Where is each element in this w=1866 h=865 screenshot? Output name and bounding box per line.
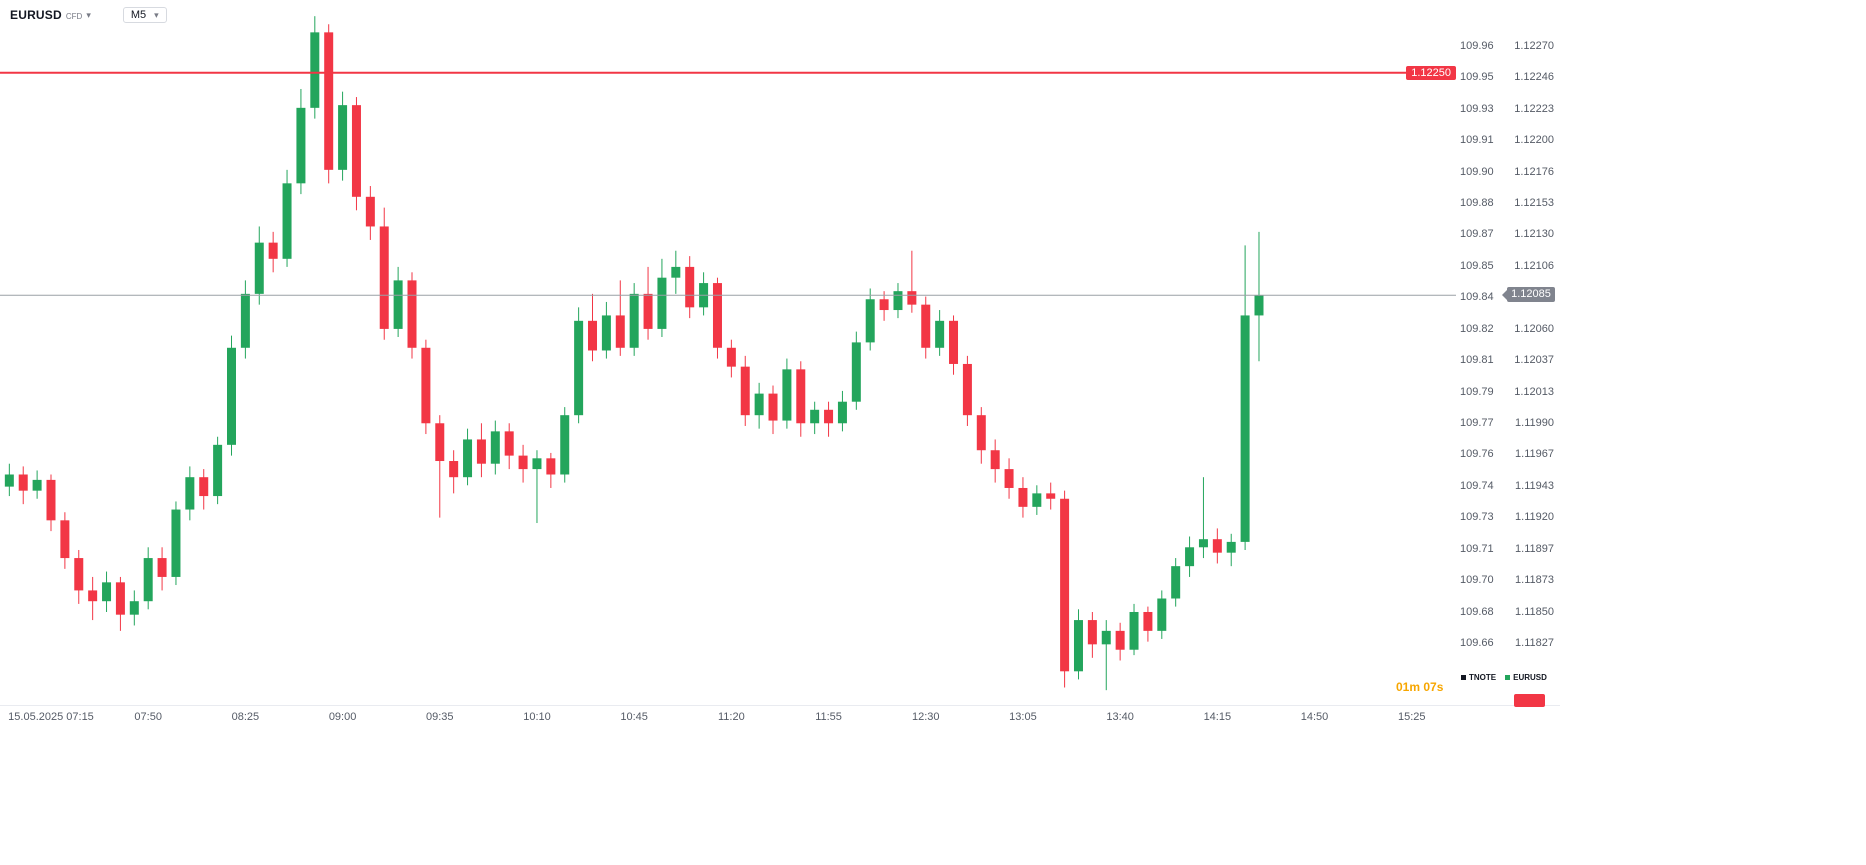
- tnote-price-tick: 109.95: [1460, 71, 1494, 84]
- eurusd-price-tick: 1.12223: [1514, 102, 1554, 115]
- symbol-selector[interactable]: EURUSD: [10, 8, 62, 22]
- tnote-price-tick: 109.96: [1460, 39, 1494, 52]
- price-scale-row: 109.74 1.11943: [1460, 479, 1555, 493]
- eurusd-price-tick: 1.11943: [1515, 479, 1554, 492]
- price-scale-row: 109.95 1.12246: [1460, 70, 1555, 84]
- time-axis-label: 09:00: [328, 711, 357, 723]
- eurusd-series-swatch-icon: [1505, 675, 1511, 680]
- price-scale-row: 109.73 1.11920: [1460, 510, 1555, 524]
- chevron-down-icon: ▾: [154, 9, 159, 20]
- tnote-price-tick: 109.73: [1460, 511, 1494, 524]
- eurusd-price-tick: 1.11920: [1515, 511, 1554, 524]
- price-scale-row: 109.66 1.11827: [1460, 636, 1555, 650]
- price-scale-row: 109.82 1.12060: [1460, 322, 1555, 336]
- time-axis-label: 13:05: [1009, 711, 1037, 723]
- tnote-price-tick: 109.81: [1460, 354, 1494, 367]
- time-axis-label: 11:20: [718, 711, 745, 723]
- eurusd-price-tick: 1.12060: [1514, 322, 1554, 335]
- tnote-price-tick: 109.91: [1460, 134, 1494, 147]
- price-scale-row: 109.76 1.11967: [1460, 447, 1555, 461]
- tnote-price-tick: 109.84: [1460, 291, 1494, 304]
- price-scale-row: 109.68 1.11850: [1460, 605, 1555, 619]
- legend-item-eurusd[interactable]: EURUSD: [1505, 673, 1547, 682]
- tnote-price-tick: 109.85: [1460, 259, 1494, 272]
- time-axis-label: 11:55: [815, 711, 842, 723]
- tnote-price-tick: 109.68: [1460, 605, 1494, 618]
- time-axis-label: 13:40: [1106, 711, 1134, 723]
- tnote-price-tick: 109.88: [1460, 196, 1494, 209]
- timeframe-value: M5: [130, 9, 147, 21]
- eurusd-price-tick: 1.12106: [1514, 259, 1554, 272]
- tnote-price-tick: 109.74: [1460, 479, 1494, 492]
- eurusd-price-tick: 1.11873: [1515, 574, 1554, 587]
- time-axis-label: 14:50: [1300, 711, 1329, 723]
- eurusd-price-tick: 1.11967: [1515, 448, 1554, 461]
- time-axis-label: 07:50: [134, 711, 162, 723]
- time-axis-label: 10:10: [523, 711, 551, 723]
- tnote-price-tick: 109.90: [1460, 165, 1494, 178]
- red-line-price-label[interactable]: 1.12250: [1406, 65, 1456, 80]
- tnote-price-tick: 109.76: [1460, 448, 1494, 461]
- timeframe-select[interactable]: M5 ▾: [122, 7, 167, 23]
- legend-label-eurusd: EURUSD: [1513, 673, 1547, 682]
- price-scale-row: 109.85 1.12106: [1460, 259, 1555, 273]
- eurusd-price-tick: 1.12200: [1514, 134, 1554, 147]
- eurusd-price-tick: 1.11990: [1515, 416, 1554, 429]
- eurusd-price-tick: 1.12270: [1514, 39, 1554, 52]
- price-scale-row: 109.81 1.12037: [1460, 353, 1555, 367]
- price-scale-row: 109.70 1.11873: [1460, 573, 1555, 587]
- price-scale-row: 109.93 1.12223: [1460, 102, 1555, 116]
- tnote-price-tick: 109.77: [1460, 416, 1494, 429]
- eurusd-price-tick: 1.12130: [1514, 228, 1554, 241]
- price-scale-row: 109.88 1.12153: [1460, 196, 1555, 210]
- time-axis-label: 08:25: [231, 711, 260, 723]
- price-scale-row: 109.90 1.12176: [1460, 165, 1555, 179]
- tnote-price-tick: 109.79: [1460, 385, 1494, 398]
- eurusd-price-tick: 1.11850: [1515, 605, 1554, 618]
- price-scale-row: 109.79 1.12013: [1460, 385, 1555, 399]
- symbol-type-label: CFD: [65, 11, 83, 21]
- time-axis-label: 14:15: [1203, 711, 1232, 723]
- eurusd-price-tick: 1.12153: [1514, 196, 1554, 209]
- price-scale-row: 109.91 1.12200: [1460, 133, 1555, 147]
- candles-svg: [0, 16, 1456, 691]
- price-scale-row: 109.96 1.12270: [1460, 39, 1555, 53]
- time-axis[interactable]: 15.05.2025 07:15 07:50 08:25 09:00 09:35 10:1…: [0, 705, 1560, 730]
- time-axis-label: 15:25: [1397, 711, 1426, 723]
- tnote-price-tick: 109.82: [1460, 322, 1494, 335]
- tnote-price-tick: 109.93: [1460, 102, 1494, 115]
- tnote-price-tick: 109.66: [1460, 636, 1494, 649]
- time-axis-label: 15.05.2025 07:15: [8, 711, 94, 723]
- price-scale-row: 109.87 1.12130: [1460, 227, 1555, 241]
- red-price-tag: [1514, 694, 1545, 707]
- price-scale-row: 109.84: [1460, 290, 1555, 304]
- eurusd-price-tick: 1.12013: [1514, 385, 1554, 398]
- chevron-down-icon[interactable]: ▾: [86, 9, 91, 20]
- symbol-bar: EURUSD CFD ▾ M5 ▾: [10, 7, 167, 23]
- candle-countdown-timer: 01m 07s: [1396, 680, 1444, 694]
- eurusd-price-tick: 1.11827: [1515, 636, 1554, 649]
- eurusd-price-tick: 1.12176: [1514, 165, 1554, 178]
- price-scale-row: 109.77 1.11990: [1460, 416, 1555, 430]
- tnote-price-tick: 109.71: [1460, 542, 1494, 555]
- tnote-price-tick: 109.87: [1460, 228, 1494, 241]
- eurusd-price-tick: 1.12246: [1514, 71, 1554, 84]
- price-scale-row: 109.71 1.11897: [1460, 542, 1555, 556]
- eurusd-price-tick: 1.11897: [1515, 542, 1554, 555]
- price-scale[interactable]: 1.12085 109.96 1.12270 109.95 1.12246 109.93…: [1460, 0, 1555, 725]
- series-legend: TNOTE EURUSD: [1461, 673, 1547, 682]
- legend-label-tnote: TNOTE: [1469, 673, 1497, 682]
- chart-plot-area[interactable]: 1.12250 01m 07s: [0, 0, 1456, 705]
- time-axis-label: 09:35: [426, 711, 454, 723]
- eurusd-price-tick: 1.12037: [1514, 354, 1554, 367]
- tnote-price-tick: 109.70: [1460, 574, 1494, 587]
- current-price-label: 1.12085: [1502, 287, 1555, 303]
- time-axis-label: 10:45: [620, 711, 648, 723]
- legend-item-tnote[interactable]: TNOTE: [1461, 673, 1496, 682]
- time-axis-label: 12:30: [911, 711, 940, 723]
- tnote-series-swatch-icon: [1461, 675, 1466, 680]
